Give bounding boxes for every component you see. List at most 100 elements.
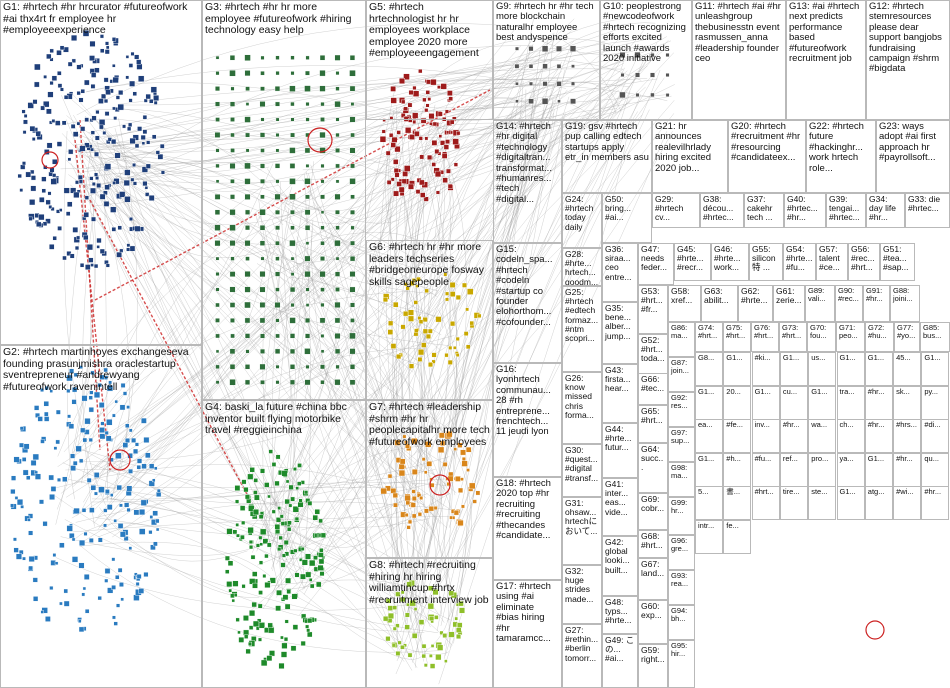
edge [264,249,406,446]
group-panel-g42: G42: global looki... built... [602,536,638,596]
edge [87,122,445,164]
node-g1 [105,263,110,268]
node-g8 [413,607,418,611]
node-g4 [281,553,287,558]
node-g7 [419,496,424,500]
node-g2 [151,478,156,483]
node-g2 [115,603,121,608]
group-panel-small: tire... [779,486,808,521]
node-g4 [247,527,254,534]
group-panel-small: G1... [864,452,893,487]
group-label-g15: G15: codeln_spa... #hrtech #codeln #star… [496,244,556,328]
node-g3 [349,116,356,123]
group-label-g4: G4: baski_la future #china bbc inventor … [205,401,350,437]
group-label-g16: G16: lyonhrtech communau... 28 #rh entre… [496,364,554,438]
node-g6 [448,345,453,350]
group-label-small: #wi... [896,487,914,497]
edge [287,493,451,599]
edge [449,18,534,443]
node-g2 [117,567,123,573]
node-g3 [275,71,280,76]
edge [98,29,574,517]
edge [401,197,426,493]
node-g1 [49,244,55,250]
node-g3 [245,86,250,91]
node-g4 [235,617,240,622]
node-g2 [14,496,19,500]
node-g3 [275,148,280,153]
node-g3 [215,55,220,60]
node-g3 [230,86,235,91]
node-g2 [103,367,108,373]
node-g4 [266,542,272,548]
node-g3 [305,163,310,168]
node-g1 [89,55,95,62]
node-g1 [93,263,99,269]
edge [435,58,575,296]
group-label-g86: G86: ma... [671,323,690,340]
node-g2 [43,401,49,407]
group-label-g75: G75: #hrt... [726,323,746,340]
node-g2 [34,405,40,411]
group-label-g12: G12: #hrtech stemresources please dear s… [869,1,945,75]
group-panel-g12: G12: #hrtech stemresources please dear s… [866,0,950,120]
node-g4 [307,618,313,624]
group-panel-g64: G64: succ... [638,443,668,493]
node-g1 [84,195,90,200]
node-g4 [264,482,270,488]
node-g3 [275,55,280,60]
group-panel-g58: G58: xref... [668,285,701,322]
node-g2 [88,407,94,413]
group-panel-g26: G26: know missed chris forma... [562,372,602,444]
node-g3 [349,348,356,355]
node-g8 [429,663,436,669]
node-g1 [142,181,148,187]
group-panel-g67: G67: land... [638,558,668,600]
group-panel-g7: G7: #hrtech #leadership #shrm #hr hr peo… [366,400,493,558]
node-g1 [65,211,71,216]
edge [286,511,413,590]
node-g2 [106,504,113,511]
edge [453,122,567,456]
edge-highlight [74,139,111,471]
node-g7 [425,441,432,448]
node-g1 [78,97,84,103]
node-g2 [32,577,38,583]
node-g3 [335,86,340,91]
node-g4 [253,478,258,483]
node-g3 [349,147,356,154]
node-g4 [300,640,306,646]
node-g8 [448,590,455,596]
node-g3 [304,85,311,92]
node-g3 [275,225,280,231]
group-panel-small: #ki... [751,352,780,386]
node-g5 [386,180,392,185]
group-panel-g50: G50: bring... #ai... [602,193,652,243]
node-g5 [394,146,401,153]
group-label-g10: G10: peoplestrong #newcodeofwork #hrtech… [603,1,689,65]
node-g8 [421,653,426,659]
node-g3 [259,286,266,293]
node-g7 [411,496,417,501]
node-g1 [125,75,130,80]
node-g3 [289,147,296,154]
node-g1 [125,55,130,59]
group-label-g6: G6: #hrtech hr #hr more leaders techseri… [369,241,487,288]
group-panel-g37: G37: cakehr tech ... [744,193,784,228]
node-g4 [250,554,256,560]
node-g1 [91,182,96,186]
node-g4 [228,588,233,593]
node-g2 [90,370,95,375]
node-g1 [74,180,79,185]
node-g3 [305,317,311,324]
node-g4 [304,490,309,495]
node-g5 [418,68,423,74]
group-label-g28: G28: #hrte... hrtech... goodm... [565,249,599,286]
edge [57,109,536,467]
node-g4 [264,553,269,559]
node-g8 [392,626,397,631]
edge [266,168,444,321]
group-label-g51: G51: #tea... #sap... [883,244,910,273]
group-label-small: #h... [726,453,741,463]
group-panel-g4: G4: baski_la future #china bbc inventor … [202,400,366,688]
